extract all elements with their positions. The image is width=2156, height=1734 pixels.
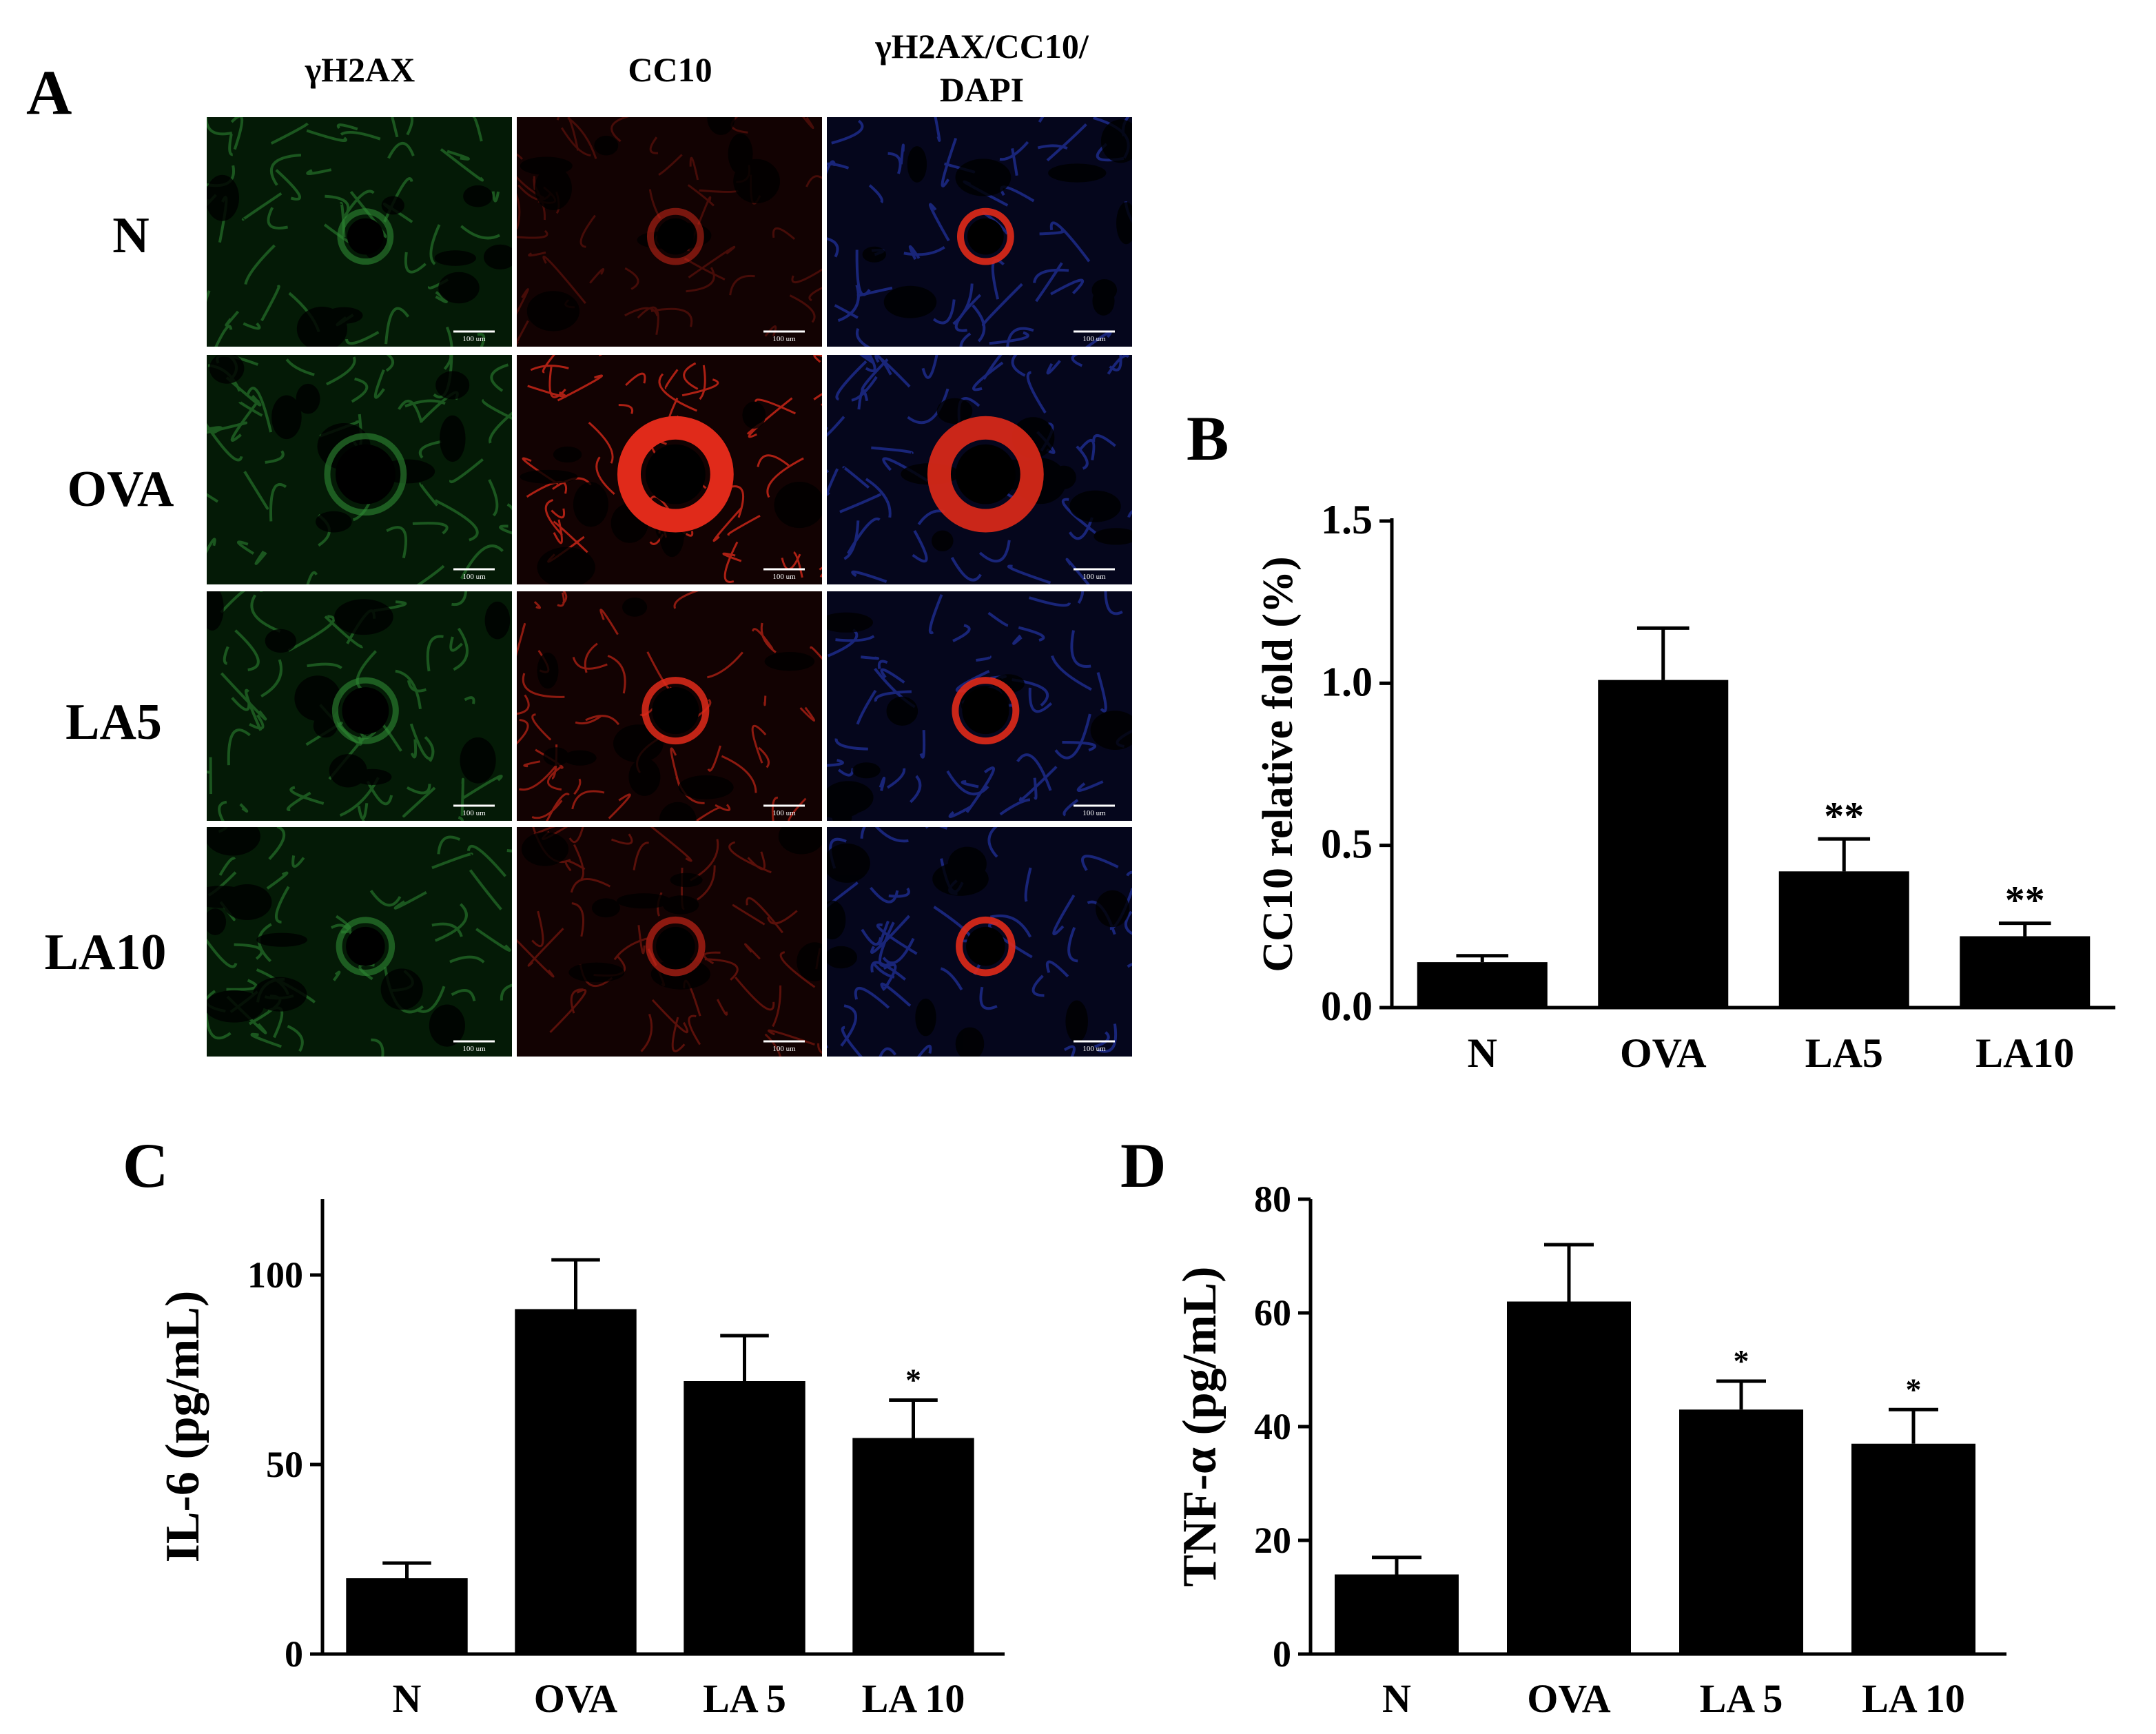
bar-n [1335,1574,1459,1654]
svg-text:100 um: 100 um [1082,573,1106,581]
svg-text:100 um: 100 um [462,335,486,343]
x-tick-label: LA5 [1805,1030,1883,1076]
row-label-ova: OVA [67,461,174,518]
y-tick-label: 1.5 [1321,497,1373,542]
y-tick-label: 0.0 [1321,983,1373,1029]
error-bar [1998,921,2051,937]
chart-d: 0 20 40 60 80 TNF-α (pg/mL) N OVA LA 5 * LA 10 * [1173,1179,2006,1721]
micrograph-n-cc10: 100 um [517,117,822,347]
x-tick-label: OVA [1527,1676,1611,1721]
svg-text:100 um: 100 um [1082,335,1106,343]
micrograph-ova-cc10: 100 um [517,355,822,584]
error-bar [1636,626,1690,680]
x-tick-label: LA 10 [862,1676,965,1721]
y-axis-label: IL-6 (pg/mL) [156,1291,209,1563]
bar-la5 [1778,871,1909,1008]
x-tick-label: N [393,1676,422,1721]
row-label-la10: LA10 [44,924,167,981]
error-bar [1889,1407,1938,1444]
significance-marker: * [1734,1343,1749,1378]
y-tick-label: 40 [1254,1406,1291,1447]
micrograph-la10-cc10: 100 um [517,827,822,1057]
svg-text:100 um: 100 um [1082,1045,1106,1053]
x-tick-label: LA10 [1975,1030,2074,1076]
error-bar [1544,1243,1594,1302]
significance-marker: ** [1824,793,1864,838]
x-tick-label: LA 5 [703,1676,786,1721]
svg-text:100 um: 100 um [1082,809,1106,817]
x-tick-label: N [1468,1030,1497,1076]
bar-la10 [1851,1443,1975,1654]
y-tick-label: 50 [266,1444,303,1485]
micrograph-la5-gh2ax: 100 um [207,591,512,821]
error-bar [1716,1379,1766,1410]
y-tick-label: 80 [1254,1179,1291,1220]
row-label-la5: LA5 [65,694,162,751]
panel-label-a: A [26,57,72,127]
column-header-merge: γH2AX/CC10/ DAPI [875,27,1089,109]
x-tick-label: N [1382,1676,1411,1721]
panel-label-d: D [1120,1130,1167,1201]
bar-la10 [852,1438,974,1654]
y-tick-label: 60 [1254,1292,1291,1334]
micrograph-n-merge: 100 um [827,117,1132,347]
column-header-cc10: CC10 [628,50,712,89]
bar-ova [515,1309,637,1654]
x-tick-label: LA 5 [1700,1676,1783,1721]
error-bar [1818,837,1871,872]
error-bar [1372,1556,1421,1575]
column-header-gh2ax: γH2AX [305,50,415,89]
micrograph-la5-merge: 100 um [827,591,1132,821]
error-bar [551,1258,600,1309]
error-bar [1456,954,1509,963]
svg-text:100 um: 100 um [772,573,796,581]
y-axis-label: TNF-α (pg/mL) [1173,1267,1226,1587]
micrograph-la5-cc10: 100 um [517,591,822,821]
error-bar [382,1561,431,1578]
bar-ova [1598,680,1729,1008]
bar-n [1417,962,1548,1008]
y-tick-label: 0 [285,1633,303,1675]
bar-ova [1507,1301,1631,1654]
significance-marker: * [1906,1371,1922,1407]
micrograph-la10-gh2ax: 100 um [207,827,512,1057]
bar-la5 [684,1381,805,1654]
y-tick-label: 100 [247,1254,303,1296]
bar-n [346,1578,468,1654]
micrograph-n-gh2ax: 100 um [207,117,512,347]
svg-text:100 um: 100 um [772,335,796,343]
y-tick-label: 1.0 [1321,659,1373,704]
row-label-n: N [112,207,150,264]
svg-text:100 um: 100 um [462,1045,486,1053]
chart-b: 0.0 0.5 1.0 1.5 CC10 relative fold (%) N OVA LA… [1255,497,2115,1076]
y-tick-label: 0.5 [1321,822,1373,867]
micrograph-ova-gh2ax: 100 um [207,355,512,584]
panel-label-b: B [1187,403,1229,473]
significance-marker: ** [2005,878,2045,923]
y-tick-label: 20 [1254,1520,1291,1561]
micrograph-ova-merge: 100 um [827,355,1132,584]
significance-marker: * [905,1363,921,1398]
micrograph-la10-merge: 100 um [827,827,1132,1057]
x-tick-label: OVA [534,1676,618,1721]
x-tick-label: OVA [1620,1030,1707,1076]
svg-text:100 um: 100 um [772,1045,796,1053]
svg-text:100 um: 100 um [772,809,796,817]
svg-text:100 um: 100 um [462,573,486,581]
x-tick-label: LA 10 [1862,1676,1965,1721]
bar-la5 [1679,1409,1803,1654]
bar-la10 [1960,936,2091,1008]
y-axis-label: CC10 relative fold (%) [1255,556,1302,972]
error-bar [889,1398,938,1438]
error-bar [720,1334,769,1381]
svg-text:100 um: 100 um [462,809,486,817]
panel-label-c: C [123,1130,169,1201]
y-tick-label: 0 [1273,1633,1291,1675]
chart-c: 0 50 100 IL-6 (pg/mL) N OVA LA 5 LA 10 * [156,1199,1005,1721]
